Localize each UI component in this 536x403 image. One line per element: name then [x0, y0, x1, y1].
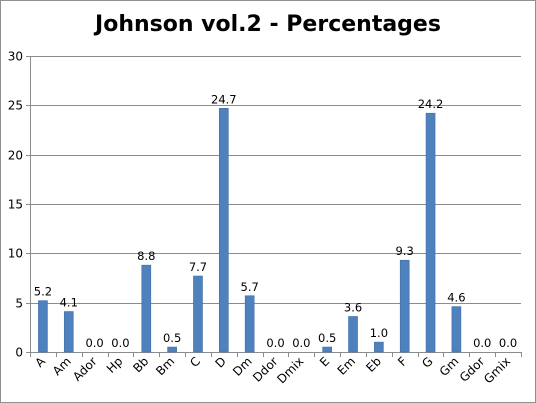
- data-label: 4.1: [60, 296, 78, 310]
- bar-dm: [244, 295, 255, 353]
- x-tick-label: G: [419, 354, 435, 370]
- data-label: 0.0: [499, 336, 517, 350]
- x-tick-label: C: [187, 354, 203, 370]
- data-label: 0.0: [266, 336, 284, 350]
- x-tick-label: A: [32, 354, 48, 370]
- x-tick-label: Hp: [104, 354, 126, 376]
- x-tick-label: Bm: [153, 354, 177, 378]
- y-tick-label: 30: [8, 50, 23, 64]
- data-label: 0.5: [163, 331, 181, 345]
- data-label: 24.2: [418, 97, 444, 111]
- data-label: 3.6: [344, 300, 362, 314]
- data-label: 0.0: [292, 336, 310, 350]
- data-label: 5.2: [34, 285, 52, 299]
- x-tick-label: Bb: [130, 354, 151, 375]
- bar-bm: [167, 346, 177, 353]
- x-tick-label: Gmix: [481, 354, 513, 386]
- x-tick-label: Em: [335, 354, 359, 378]
- data-label: 8.8: [137, 249, 155, 263]
- y-tick-label: 25: [8, 99, 23, 113]
- x-tick-label: Dmix: [274, 354, 306, 386]
- x-tick-label: D: [212, 354, 228, 370]
- x-tick-label: Gdor: [457, 354, 488, 385]
- data-label: 0.5: [318, 331, 336, 345]
- x-tick-label: Eb: [363, 354, 384, 375]
- bar-em: [348, 316, 358, 353]
- data-label: 0.0: [85, 336, 103, 350]
- x-tick-label: E: [317, 354, 332, 369]
- bar-am: [63, 311, 74, 353]
- x-tick-label: F: [395, 354, 410, 369]
- bar-f: [399, 259, 410, 353]
- data-label: 9.3: [396, 244, 414, 258]
- data-label: 0.0: [111, 336, 129, 350]
- bar-bb: [141, 264, 152, 353]
- data-label: 5.7: [241, 280, 259, 294]
- data-label: 4.6: [447, 291, 465, 305]
- x-tick-label: Ador: [70, 354, 100, 384]
- data-label: 24.7: [211, 92, 237, 106]
- y-tick-label: 10: [8, 247, 23, 261]
- bar-eb: [374, 341, 384, 353]
- data-label: 0.0: [473, 336, 491, 350]
- data-label: 1.0: [370, 326, 388, 340]
- bar-g: [425, 112, 436, 353]
- y-tick-label: 20: [8, 149, 23, 163]
- x-tick-label: Ddor: [250, 354, 281, 385]
- y-tick-label: 0: [15, 346, 23, 360]
- bar-e: [322, 346, 332, 353]
- data-label: 7.7: [189, 260, 207, 274]
- y-tick-label: 5: [15, 297, 23, 311]
- bar-c: [193, 275, 203, 353]
- bar-d: [219, 107, 229, 353]
- bar-gm: [451, 306, 462, 353]
- y-tick-label: 15: [8, 198, 23, 212]
- chart-title: Johnson vol.2 - Percentages: [95, 12, 441, 37]
- bar-a: [38, 300, 48, 353]
